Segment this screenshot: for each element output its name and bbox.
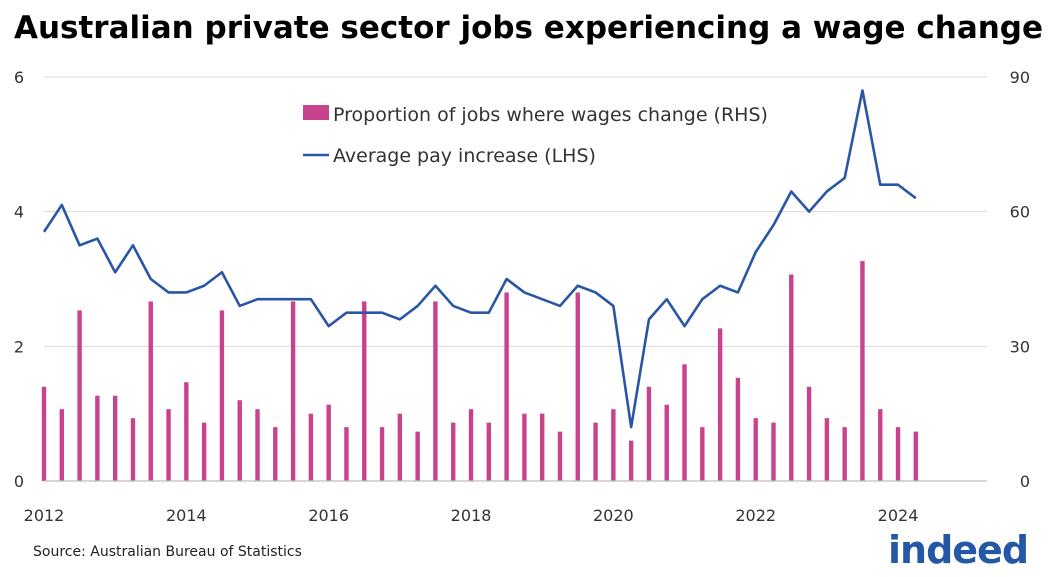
bar-13 — [273, 427, 278, 481]
x-tick-2014: 2014 — [166, 506, 207, 525]
y-right-tick-90: 90 — [1010, 68, 1030, 87]
y-left-tick-2: 2 — [14, 337, 24, 356]
bar-44 — [824, 418, 830, 481]
bar-32 — [611, 409, 616, 481]
bar-4 — [112, 395, 118, 481]
bar-23 — [451, 422, 456, 481]
bar-40 — [753, 418, 758, 481]
indeed-logo: indeed — [888, 528, 1029, 572]
bar-41 — [771, 422, 776, 481]
bar-43 — [806, 386, 812, 481]
x-tick-2018: 2018 — [451, 506, 492, 525]
bar-17 — [344, 427, 349, 481]
bar-38 — [717, 328, 723, 481]
bar-10 — [219, 310, 225, 481]
bar-20 — [397, 413, 403, 481]
bar-16 — [326, 404, 331, 481]
legend-label-line: Average pay increase (LHS) — [333, 145, 596, 167]
bar-47 — [878, 409, 883, 481]
bar-30 — [575, 292, 580, 481]
bar-7 — [166, 409, 171, 481]
bar-11 — [237, 400, 242, 481]
bar-5 — [130, 418, 136, 481]
x-tick-2022: 2022 — [735, 506, 776, 525]
legend: Proportion of jobs where wages change (R… — [303, 104, 768, 167]
bar-21 — [415, 431, 420, 481]
bar-24 — [468, 409, 474, 481]
line-series — [42, 89, 917, 429]
legend-swatch-bar — [303, 105, 329, 120]
bar-34 — [646, 386, 652, 481]
y-left-tick-6: 6 — [14, 68, 24, 87]
bar-31 — [593, 422, 598, 481]
bar-15 — [308, 413, 314, 481]
bar-14 — [290, 301, 296, 481]
bar-19 — [379, 427, 385, 481]
x-tick-2016: 2016 — [308, 506, 349, 525]
legend-label-bar: Proportion of jobs where wages change (R… — [333, 104, 768, 126]
y-left-tick-4: 4 — [14, 203, 24, 222]
bar-3 — [95, 395, 100, 481]
bar-8 — [184, 382, 189, 481]
bar-28 — [539, 413, 545, 481]
bar-series — [41, 261, 919, 481]
bar-33 — [628, 440, 634, 481]
bar-39 — [735, 377, 741, 481]
x-tick-2012: 2012 — [24, 506, 65, 525]
bar-36 — [682, 364, 687, 481]
x-tick-2024: 2024 — [878, 506, 919, 525]
bar-25 — [486, 422, 492, 481]
bar-9 — [201, 422, 207, 481]
bar-48 — [895, 427, 901, 481]
bar-6 — [148, 301, 153, 481]
x-tick-2020: 2020 — [593, 506, 634, 525]
y-right-tick-0: 0 — [1020, 472, 1030, 491]
bar-42 — [789, 274, 794, 481]
bar-49 — [913, 431, 919, 481]
bar-29 — [557, 431, 563, 481]
bar-46 — [860, 261, 865, 481]
bar-26 — [504, 292, 509, 481]
bar-18 — [362, 301, 367, 481]
y-right-tick-30: 30 — [1010, 337, 1030, 356]
y-left-tick-0: 0 — [14, 472, 24, 491]
y-right-tick-60: 60 — [1010, 203, 1030, 222]
bar-2 — [77, 310, 82, 481]
bar-1 — [59, 409, 64, 481]
bar-35 — [664, 404, 669, 481]
bar-45 — [842, 427, 847, 481]
bar-37 — [700, 427, 705, 481]
line-path-average-pay — [42, 89, 917, 429]
bar-27 — [522, 413, 527, 481]
bar-22 — [433, 301, 438, 481]
source-note: Source: Australian Bureau of Statistics — [33, 544, 302, 560]
bar-0 — [41, 386, 47, 481]
gridlines — [44, 76, 987, 347]
bar-12 — [255, 409, 260, 481]
chart-title: Australian private sector jobs experienc… — [13, 10, 1044, 46]
